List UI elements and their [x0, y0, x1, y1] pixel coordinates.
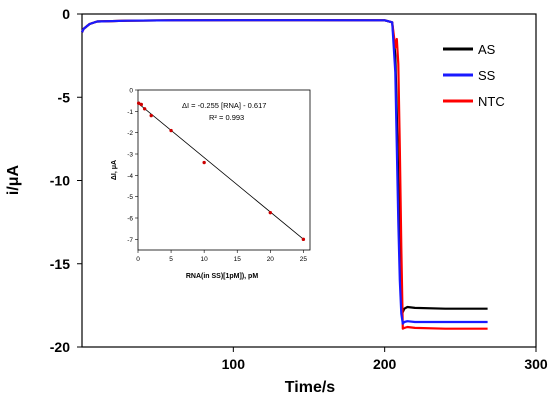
inset-data-point — [136, 101, 141, 105]
inset-x-tick-label: 20 — [267, 256, 275, 263]
legend-label-as: AS — [478, 42, 496, 57]
inset-y-tick-label: -2 — [127, 130, 133, 137]
series-line-ss — [80, 19, 488, 325]
main-y-tick-label: -5 — [58, 89, 71, 105]
main-y-axis: 0 -5 -10 -15 -20 — [50, 6, 82, 355]
main-y-tick-label: -15 — [50, 256, 70, 272]
legend-label-ss: SS — [478, 68, 496, 83]
y-axis-title: i/μA — [5, 164, 22, 195]
inset-x-tick-label: 25 — [300, 256, 308, 263]
inset-x-tick-label: 5 — [169, 256, 173, 263]
inset-points-group — [136, 101, 306, 242]
inset-data-point — [268, 210, 273, 215]
main-x-tick-label: 100 — [222, 356, 246, 372]
main-y-tick-label: -10 — [50, 173, 70, 189]
inset-y-axis: 0 -1 -2 -3 -4 -5 -6 -7 — [127, 88, 138, 244]
legend: AS SS NTC — [443, 42, 505, 109]
inset-x-axis: 0 5 10 15 20 25 — [136, 250, 307, 263]
inset-data-point — [139, 102, 144, 107]
inset-y-tick-label: -3 — [127, 152, 133, 159]
inset-y-tick-label: -1 — [127, 109, 133, 116]
main-x-tick-label: 300 — [524, 356, 548, 372]
inset-y-tick-label: -7 — [127, 237, 133, 244]
main-y-tick-label: -20 — [50, 339, 70, 355]
inset-y-axis-title: ΔI, μA — [111, 160, 118, 180]
inset-equation: ΔI = -0.255 [RNA] - 0.617 — [182, 101, 266, 110]
inset-x-tick-label: 15 — [234, 256, 242, 263]
inset-plot-area — [137, 89, 311, 251]
inset-y-tick-label: -6 — [127, 216, 133, 223]
inset-chart: 0 -1 -2 -3 -4 -5 -6 -7 0 5 10 15 20 25 ΔI, μA RNA(in… — [111, 88, 311, 280]
inset-y-tick-label: 0 — [129, 88, 133, 95]
inset-x-tick-label: 0 — [136, 256, 140, 263]
inset-data-point — [202, 160, 206, 165]
inset-y-tick-label: -4 — [127, 173, 133, 180]
legend-label-ntc: NTC — [478, 94, 505, 109]
x-axis-title: Time/s — [285, 379, 336, 396]
inset-fit-line — [137, 102, 304, 240]
inset-r-squared: R² = 0.993 — [209, 113, 244, 122]
inset-y-tick-label: -5 — [127, 194, 133, 201]
inset-data-point — [142, 107, 147, 111]
main-series-group — [80, 19, 488, 330]
series-line-as — [80, 19, 488, 314]
inset-x-axis-title: RNA(in SS)[1pM]), pM — [186, 273, 258, 280]
main-x-axis: 100 200 300 — [222, 347, 548, 372]
inset-data-point — [149, 113, 153, 118]
main-x-tick-label: 200 — [373, 356, 397, 372]
plot-area — [81, 13, 537, 348]
series-line-ntc — [80, 19, 488, 330]
inset-x-tick-label: 10 — [201, 256, 209, 263]
inset-data-point — [301, 237, 306, 242]
main-y-tick-label: 0 — [62, 6, 70, 22]
inset-data-point — [169, 128, 173, 133]
